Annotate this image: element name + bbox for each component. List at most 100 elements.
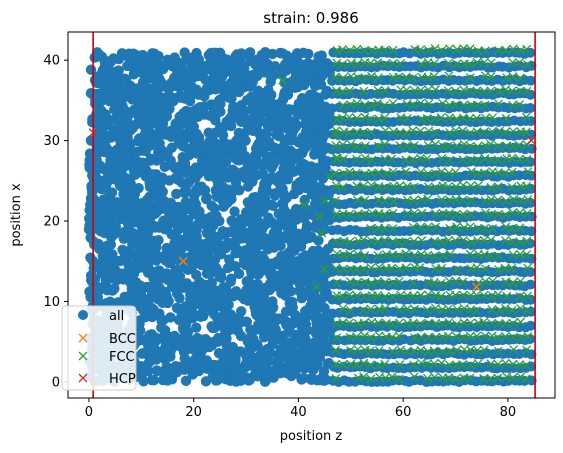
fcc-marker	[481, 113, 490, 123]
atom-point	[281, 153, 292, 165]
atom-point	[99, 56, 111, 67]
fcc-marker	[380, 236, 390, 245]
x-tick-label: 80	[500, 405, 517, 420]
fcc-marker	[459, 303, 469, 313]
atom-point	[266, 216, 278, 228]
fcc-marker	[396, 58, 406, 68]
fcc-marker	[395, 360, 405, 370]
atom-point	[252, 205, 263, 216]
atom-point	[229, 206, 240, 217]
hcp-marker	[88, 128, 98, 138]
fcc-marker	[359, 318, 369, 328]
fcc-marker	[401, 237, 411, 247]
fcc-marker	[523, 167, 533, 177]
chart-title: strain: 0.986	[263, 9, 359, 27]
fcc-marker	[459, 139, 469, 149]
atom-point	[197, 140, 208, 152]
atom-point	[196, 89, 207, 100]
fcc-marker	[395, 318, 405, 328]
atom-point	[253, 319, 264, 330]
atom-point	[318, 292, 329, 303]
fcc-marker	[508, 373, 518, 383]
fcc-marker	[465, 59, 474, 69]
fcc-marker	[417, 236, 427, 245]
fcc-marker	[486, 86, 496, 96]
fcc-marker	[359, 127, 368, 137]
atom-point	[136, 360, 147, 372]
legend-item-bcc: BCC	[78, 332, 136, 347]
fcc-marker	[436, 113, 446, 122]
atom-point	[231, 79, 242, 91]
fcc-marker	[352, 154, 362, 164]
atom-point	[294, 67, 305, 78]
atom-point	[231, 49, 243, 60]
fcc-marker	[409, 372, 419, 382]
atom-point	[138, 237, 150, 248]
fcc-marker	[360, 153, 370, 163]
fcc-marker	[451, 210, 461, 220]
atom-point	[220, 157, 232, 169]
fcc-marker	[423, 182, 433, 192]
fcc-marker	[330, 129, 340, 139]
atom-point	[276, 67, 287, 78]
fcc-marker	[472, 100, 482, 110]
legend-marker-bcc	[78, 333, 88, 343]
atom-point	[525, 183, 536, 194]
fcc-marker	[423, 318, 433, 328]
fcc-marker	[408, 100, 418, 110]
atom-point	[163, 272, 175, 283]
fcc-marker	[458, 155, 468, 165]
fcc-marker	[473, 142, 483, 152]
atom-point	[215, 106, 226, 117]
fcc-marker	[380, 223, 390, 233]
fcc-marker	[395, 181, 405, 191]
fcc-marker	[486, 251, 496, 261]
atom-point	[137, 216, 148, 228]
fcc-marker	[395, 305, 404, 315]
atom-point	[189, 222, 201, 233]
fcc-marker	[521, 374, 531, 384]
fcc-marker	[338, 318, 348, 328]
atom-point	[196, 70, 207, 82]
fcc-marker	[430, 85, 440, 95]
fcc-marker	[367, 168, 377, 178]
fcc-marker	[523, 263, 533, 273]
fcc-marker	[345, 237, 355, 247]
fcc-marker	[479, 235, 489, 245]
fcc-marker	[437, 167, 447, 177]
atom-point	[99, 261, 110, 272]
atom-point	[298, 259, 309, 271]
fcc-marker	[444, 44, 454, 54]
fcc-marker	[345, 86, 355, 96]
atom-point	[210, 47, 222, 59]
fcc-marker	[408, 126, 418, 136]
atom-point	[283, 266, 294, 278]
atom-point	[195, 311, 206, 323]
fcc-marker	[479, 345, 489, 355]
fcc-marker	[472, 263, 482, 273]
fcc-marker	[332, 333, 342, 343]
atom-point	[160, 101, 171, 112]
fcc-marker	[388, 98, 398, 108]
fcc-marker	[352, 360, 362, 370]
fcc-marker	[345, 345, 355, 355]
fcc-marker	[459, 235, 468, 245]
atom-point	[233, 312, 244, 324]
plot-frame	[67, 31, 556, 399]
atom-point	[292, 228, 304, 239]
atom-point	[525, 279, 536, 290]
fcc-marker	[373, 73, 383, 83]
atom-point	[284, 297, 295, 309]
fcc-marker	[416, 290, 426, 300]
legend-marker-fcc	[78, 351, 88, 361]
atom-point	[253, 216, 264, 228]
atom-point	[127, 227, 139, 239]
fcc-marker	[486, 139, 496, 149]
fcc-marker	[516, 303, 526, 313]
fcc-marker	[523, 195, 533, 205]
fcc-marker	[394, 276, 404, 286]
fcc-marker	[312, 282, 322, 292]
atom-point	[226, 114, 237, 125]
atom-point	[221, 187, 232, 198]
atom-point	[290, 350, 302, 362]
